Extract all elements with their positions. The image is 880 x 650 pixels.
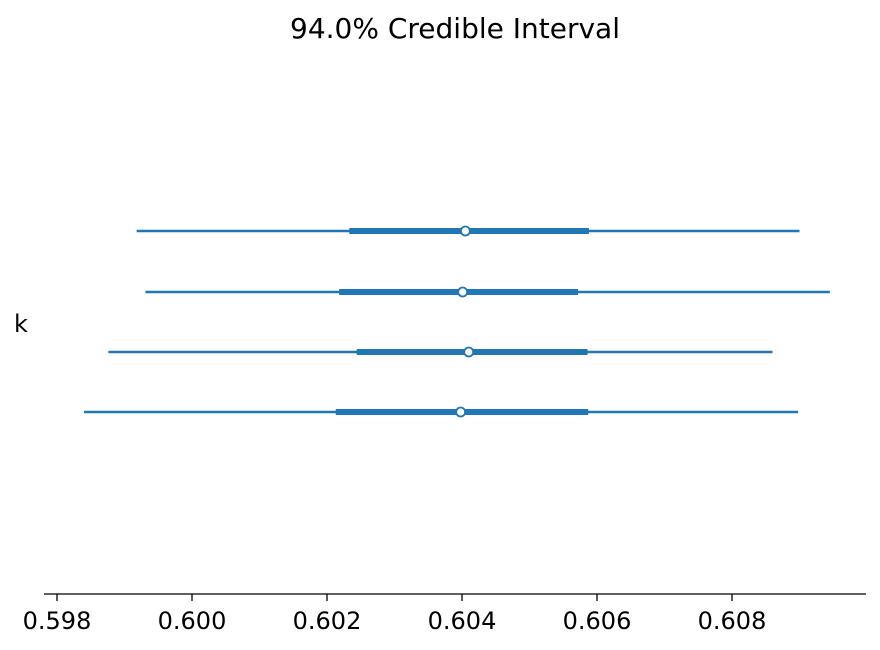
chart-title: 94.0% Credible Interval	[290, 12, 620, 45]
median-point	[455, 406, 467, 418]
x-tick-label: 0.600	[158, 607, 227, 635]
intervals-group	[84, 225, 830, 418]
median-point	[463, 346, 475, 358]
chain-0-interval	[136, 225, 800, 237]
chain-2-interval	[108, 346, 773, 358]
median-point	[459, 225, 471, 237]
x-tick-label: 0.606	[563, 607, 632, 635]
variable-label: k	[14, 310, 28, 338]
x-tick-label: 0.598	[23, 607, 92, 635]
x-tick-label: 0.602	[293, 607, 362, 635]
chain-1-interval	[145, 286, 830, 298]
x-tick-label: 0.604	[428, 607, 497, 635]
chain-3-interval	[84, 406, 799, 418]
x-tick-label: 0.608	[698, 607, 767, 635]
median-point	[457, 286, 469, 298]
x-axis-ticks: 0.598 0.600 0.602 0.604 0.606 0.608	[23, 594, 767, 635]
